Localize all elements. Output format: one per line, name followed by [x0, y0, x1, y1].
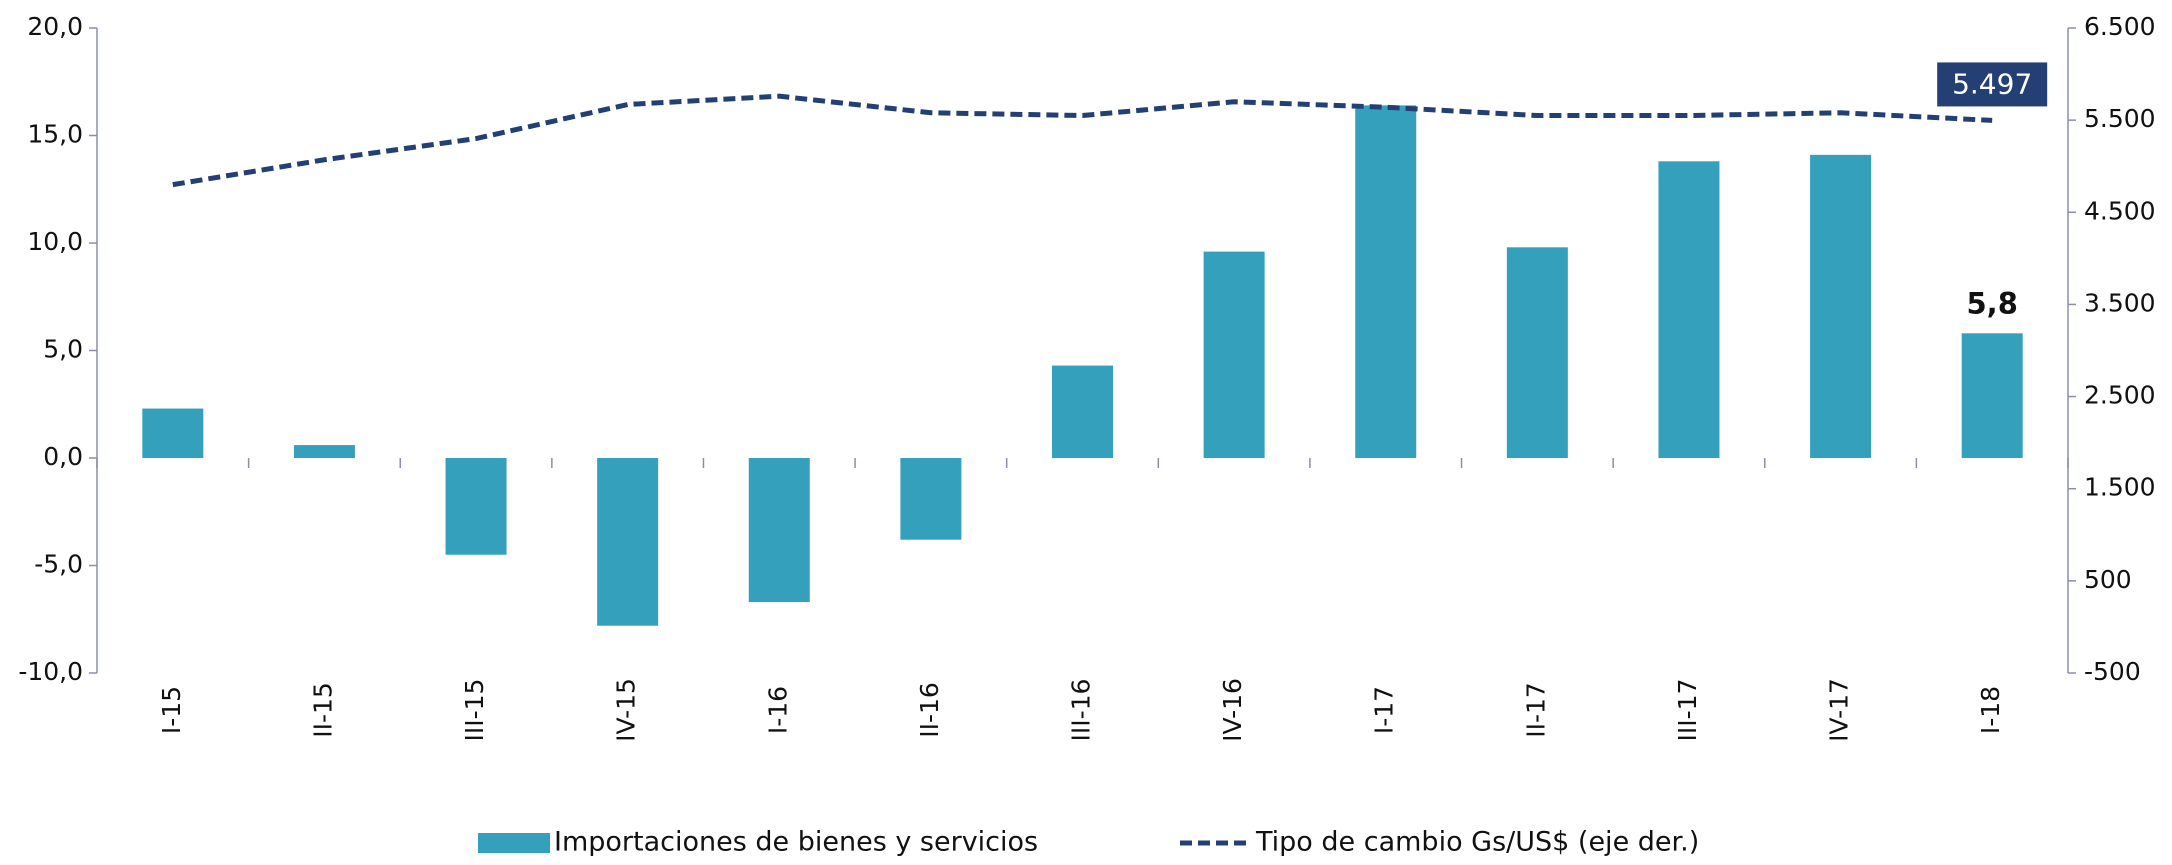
bar	[597, 458, 659, 626]
y-tick-label: -5,0	[34, 550, 83, 579]
x-tick-label: IV-17	[1825, 678, 1854, 742]
x-tick-label: II-15	[308, 682, 337, 738]
y2-tick-label: 1.500	[2084, 473, 2156, 502]
y2-tick-label: 500	[2084, 565, 2132, 594]
legend-swatch	[478, 833, 550, 853]
line	[172, 93, 1993, 188]
y2-tick-label: 4.500	[2084, 196, 2156, 225]
x-tick-label: III-15	[460, 679, 489, 742]
x-tick-label: III-16	[1067, 679, 1096, 742]
y-tick-label: -10,0	[18, 657, 83, 686]
bar	[142, 408, 204, 458]
y2-tick-label: 6.500	[2084, 12, 2156, 41]
bar	[293, 445, 355, 458]
bar	[1961, 333, 2023, 458]
bar	[1355, 105, 1417, 459]
y2-tick-label: 3.500	[2084, 288, 2156, 317]
legend-label: Importaciones de bienes y servicios	[554, 827, 1038, 858]
y2-tick-label: -500	[2084, 657, 2141, 686]
bar	[445, 458, 507, 555]
y-tick-label: 0,0	[43, 442, 83, 471]
bar	[1052, 365, 1113, 458]
y-tick-label: 5,0	[43, 335, 83, 364]
x-tick-label: II-17	[1521, 682, 1550, 738]
value-label-box	[1937, 62, 2048, 107]
bar	[748, 458, 810, 603]
bar	[1203, 251, 1265, 458]
bar-value-label: 5,8	[1967, 286, 2018, 320]
y-tick-label: 20,0	[27, 12, 83, 41]
x-tick-label: IV-16	[1218, 678, 1247, 742]
x-tick-label: I-17	[1370, 686, 1399, 734]
bar	[900, 458, 962, 540]
x-tick-label: IV-15	[612, 678, 641, 742]
x-tick-label: III-17	[1673, 679, 1702, 742]
line-value-label: 5.497	[1952, 67, 2032, 100]
x-tick-label: II-16	[915, 682, 944, 738]
legend-label: Tipo de cambio Gs/US$ (eje der.)	[1255, 827, 1699, 858]
bar	[1658, 161, 1720, 459]
y2-tick-label: 5.500	[2084, 104, 2156, 133]
bar	[1810, 154, 1872, 458]
y2-tick-label: 2.500	[2084, 381, 2156, 410]
bar	[1506, 247, 1568, 458]
x-tick-label: I-15	[157, 686, 186, 734]
y-tick-label: 10,0	[27, 227, 83, 256]
x-tick-label: I-18	[1976, 686, 2005, 734]
y-tick-label: 15,0	[27, 120, 83, 149]
x-tick-label: I-16	[763, 686, 792, 734]
